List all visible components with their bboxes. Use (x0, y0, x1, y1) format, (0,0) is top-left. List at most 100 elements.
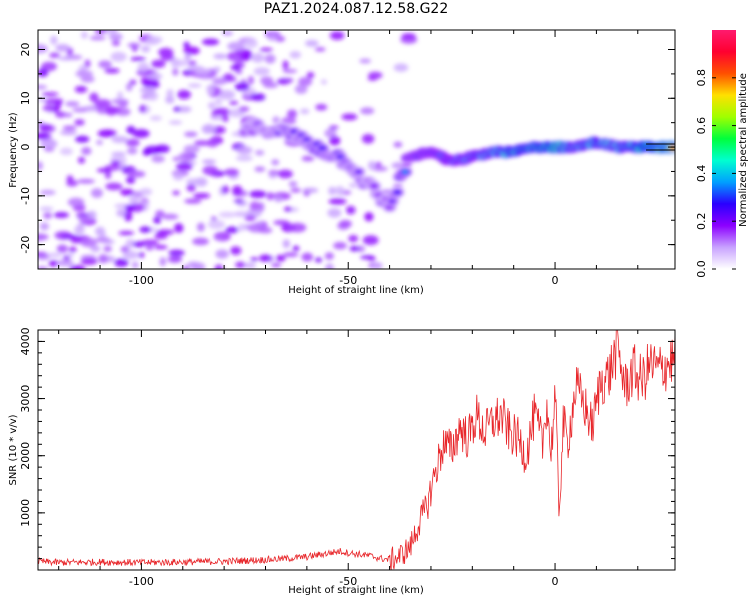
noise-blob (145, 243, 154, 251)
noise-blob (212, 107, 230, 116)
noise-blob (48, 260, 59, 267)
noise-blob (39, 222, 50, 231)
ridge-core (337, 155, 344, 159)
ridge (237, 118, 675, 213)
noise-blob (393, 63, 409, 72)
noise-blob (329, 135, 341, 146)
noise-blob (77, 216, 90, 222)
noise-blob (178, 152, 194, 163)
noise-blob (170, 57, 181, 68)
noise-blob (90, 188, 103, 198)
noise-blob (212, 77, 228, 86)
spectrogram-x-axis-label: Height of straight line (km) (288, 285, 424, 296)
noise-blob (132, 129, 150, 138)
noise-blob (266, 192, 274, 201)
colorbar-tick-label: 0.6 (695, 117, 708, 135)
noise-blob (230, 246, 242, 255)
noise-blob (184, 198, 202, 204)
colorbar-ticks: 0.0 0.2 0.4 0.6 0.8 (695, 69, 736, 278)
noise-blob (244, 262, 256, 269)
noise-blob (299, 108, 310, 115)
noise-blob (294, 84, 308, 94)
noise-blob (314, 47, 326, 52)
noise-blob (74, 119, 85, 126)
noise-blob (165, 95, 175, 104)
noise-blob (139, 104, 146, 113)
colorbar-tick-label: 0.8 (695, 69, 708, 87)
noise-blob (153, 244, 168, 250)
noise-blob (251, 53, 265, 63)
noise-blob (274, 195, 283, 203)
noise-blob (250, 257, 259, 262)
noise-blob (247, 75, 254, 85)
x-tick-label: -50 (339, 575, 357, 588)
noise-blob (244, 215, 256, 222)
noise-blob (360, 255, 375, 260)
noise-blob (60, 234, 79, 239)
noise-blob (159, 257, 167, 267)
noise-blob (302, 187, 319, 194)
noise-blob (111, 39, 121, 47)
noise-blob (298, 76, 313, 87)
noise-blob (38, 161, 43, 171)
noise-blob (364, 212, 374, 222)
noise-blob (367, 160, 376, 171)
background-noise (38, 30, 418, 269)
noise-blob (138, 252, 145, 258)
noise-blob (80, 257, 98, 266)
noise-blob (111, 151, 127, 156)
noise-blob (361, 133, 375, 144)
noise-blob (175, 162, 193, 171)
colorbar-tick-label: 0.0 (695, 260, 708, 278)
noise-blob (187, 60, 197, 66)
noise-blob (258, 254, 273, 262)
noise-blob (329, 31, 345, 41)
noise-blob (192, 237, 209, 246)
noise-blob (38, 44, 49, 54)
noise-blob (156, 229, 175, 235)
ridge-core (355, 169, 362, 174)
noise-blob (141, 239, 159, 246)
noise-blob (201, 124, 214, 134)
y-tick-label: 1000 (19, 499, 32, 527)
noise-blob (328, 197, 347, 205)
noise-blob (38, 251, 49, 257)
noise-blob (118, 230, 135, 236)
noise-blob (151, 59, 166, 68)
noise-blob (277, 169, 293, 179)
noise-blob (335, 185, 345, 196)
noise-blob (375, 161, 382, 168)
noise-blob (235, 48, 252, 56)
noise-blob (292, 245, 300, 252)
noise-blob (55, 43, 71, 52)
noise-blob (96, 168, 112, 173)
colorbar-tick-label: 0.4 (695, 165, 708, 183)
y-tick-label: 0 (19, 144, 32, 151)
noise-blob (393, 141, 403, 148)
noise-blob (275, 254, 286, 262)
noise-blob (130, 56, 146, 62)
noise-blob (273, 219, 290, 226)
noise-blob (328, 186, 336, 196)
ridge-core (290, 129, 297, 134)
colorbar-label: Normalized spectral amplitude (738, 73, 749, 227)
noise-blob (249, 190, 267, 199)
noise-blob (215, 249, 229, 259)
noise-blob (214, 264, 224, 269)
noise-blob (110, 160, 121, 166)
noise-blob (289, 51, 302, 59)
noise-blob (301, 252, 314, 262)
noise-blob (186, 183, 196, 192)
noise-blob (105, 182, 123, 191)
noise-blob (154, 144, 170, 154)
noise-blob (160, 53, 175, 62)
noise-blob (80, 31, 88, 39)
y-tick-label: 4000 (19, 327, 32, 355)
noise-blob (69, 265, 86, 269)
ridge-core (402, 170, 409, 174)
snr-y-axis-label: SNR (10 * v/v) (8, 414, 19, 485)
noise-blob (213, 66, 221, 73)
noise-blob (38, 68, 49, 77)
noise-blob (101, 239, 115, 245)
